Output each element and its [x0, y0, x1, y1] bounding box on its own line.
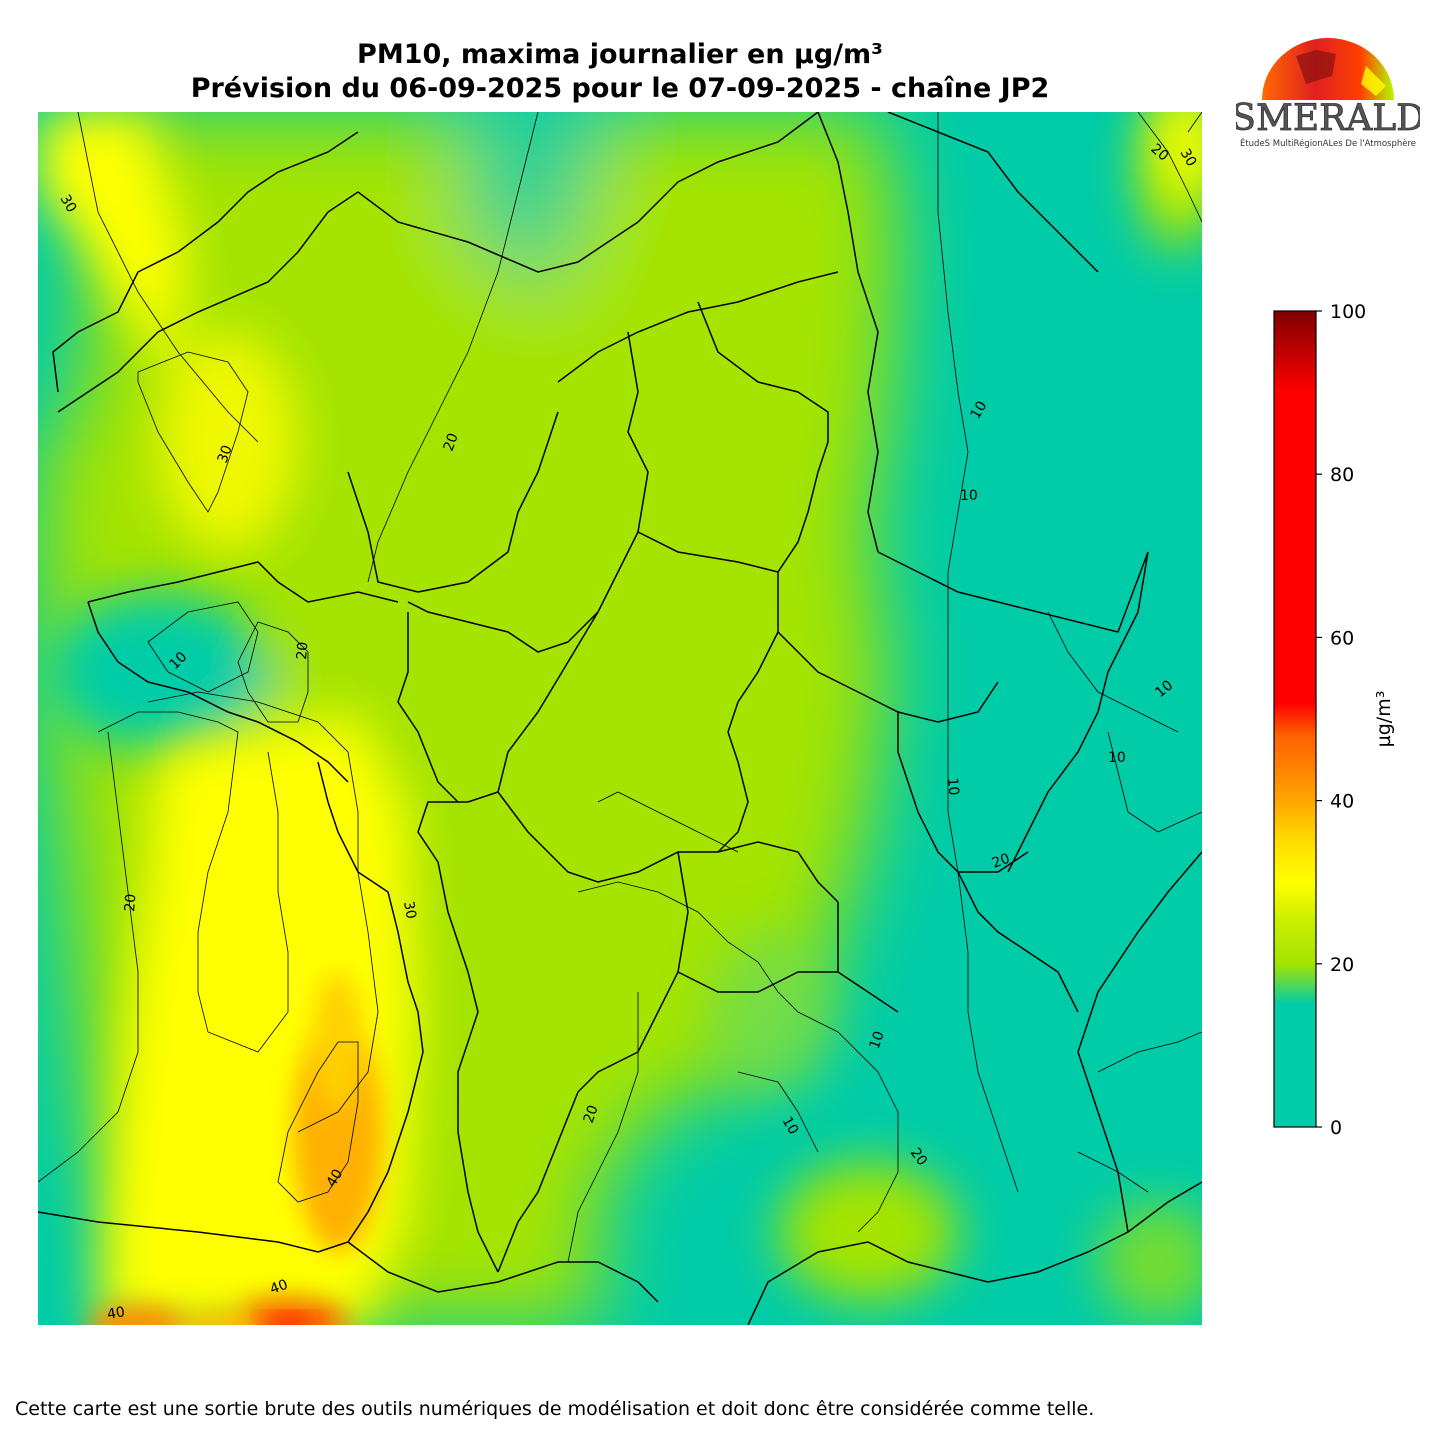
- contour-label: 20: [441, 431, 462, 453]
- contour-label: 30: [57, 192, 80, 215]
- esmeralda-logo: ESMERALDA ÉtudeS MultiRégionALes De l'At…: [1205, 36, 1438, 152]
- logo-subtitle: ÉtudeS MultiRégionALes De l'Atmosphère: [1240, 137, 1416, 149]
- disclaimer-text: Cette carte est une sortie brute des out…: [15, 1398, 1095, 1420]
- colorbar-tick-label: 80: [1330, 464, 1354, 486]
- contour-label: 10: [944, 777, 961, 796]
- colorbar-tick-label: 20: [1330, 954, 1354, 976]
- concentration-zone-40: [88, 972, 383, 1325]
- colorbar-tick-label: 0: [1330, 1117, 1342, 1139]
- concentration-zone-55: [265, 1315, 315, 1325]
- contour-label: 10: [1108, 750, 1126, 766]
- contour-label: 10: [968, 399, 991, 422]
- contour-label: 30: [1177, 146, 1200, 169]
- map-title-line1: PM10, maxima journalier en µg/m³: [357, 39, 883, 70]
- colorbar-tick-label: 100: [1330, 301, 1366, 323]
- isolines: [38, 112, 1202, 1263]
- colorbar-gradient: [1273, 310, 1317, 1128]
- colorbar-unit-label: µg/m³: [1373, 691, 1395, 748]
- coastlines-and-borders: [38, 112, 1202, 1325]
- colorbar-ticks: 0 20 40 60 80 100: [1316, 301, 1366, 1139]
- colorbar-tick-label: 60: [1330, 627, 1354, 649]
- contour-label: 40: [324, 1167, 347, 1190]
- contour-label: 40: [268, 1277, 290, 1298]
- contour-label: 20: [294, 641, 311, 660]
- contour-label: 20: [122, 893, 139, 912]
- contour-label: 10: [867, 1029, 888, 1051]
- colorbar: 0 20 40 60 80 100 µg/m³: [1260, 300, 1420, 1140]
- contour-label: 30: [215, 443, 236, 465]
- logo-wordmark: ESMERALDA: [1236, 98, 1420, 139]
- contour-label: 20: [990, 851, 1012, 872]
- pm10-forecast-map: 30 30 20 20 10 20 10 10 10 10 10 20 30 4…: [38, 112, 1202, 1325]
- contour-label: 10: [779, 1114, 802, 1137]
- contour-label: 40: [106, 1304, 126, 1323]
- map-title-line2: Prévision du 06-09-2025 pour le 07-09-20…: [190, 73, 1050, 104]
- contour-label: 10: [960, 488, 978, 504]
- contour-label: 30: [400, 900, 419, 920]
- contour-label: 20: [581, 1103, 602, 1125]
- colorbar-tick-label: 40: [1330, 791, 1354, 813]
